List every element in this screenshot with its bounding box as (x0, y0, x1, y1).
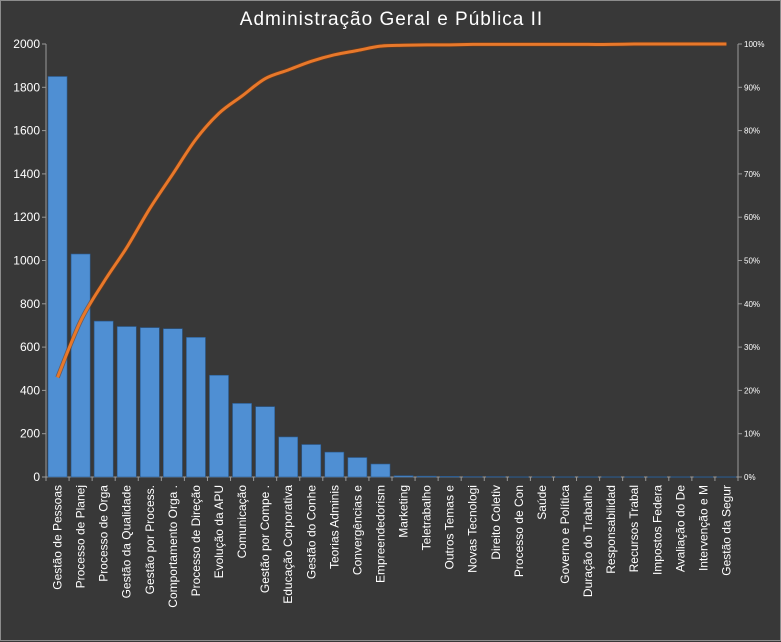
bar (509, 476, 529, 478)
x-tick-label: Processo de Direção (189, 485, 203, 597)
bar (416, 475, 437, 478)
x-tick-label: Gestão por Process. (143, 485, 157, 594)
bar (116, 326, 137, 478)
y2-tick-label: 70% (744, 170, 760, 179)
x-tick-label: Saúde (535, 485, 549, 520)
x-tick-label: Recursos Trabal (627, 485, 641, 572)
x-tick-label: Intervenção e M (696, 485, 710, 571)
y-tick-label: 2000 (13, 37, 40, 51)
y2-tick-label: 0% (744, 473, 756, 482)
bar (301, 444, 322, 478)
bar (670, 476, 691, 478)
x-tick-label: Gestão do Conhe (304, 485, 318, 579)
chart-title: Administração Geral e Pública II (239, 9, 544, 30)
y-tick-label: 200 (20, 427, 40, 441)
bar (93, 320, 114, 478)
x-tick-label: Comportamento Orga . (166, 485, 180, 608)
y-tick-label: 1400 (13, 167, 40, 181)
x-tick-label: Empreendedorism (373, 485, 387, 583)
bar (485, 476, 506, 478)
bar (693, 476, 714, 478)
x-tick-label: Outros Temas e (443, 485, 457, 570)
bar (324, 451, 345, 478)
y2-tick-label: 10% (744, 430, 760, 439)
x-tick-label: Processo de Orga (97, 485, 111, 582)
x-tick-label: Governo e Política (558, 485, 572, 584)
y2-tick-label: 40% (744, 300, 760, 309)
bar (163, 328, 183, 478)
y2-tick-label: 90% (744, 83, 760, 92)
x-tick-label: Gestão da Segur (719, 485, 733, 576)
y2-tick-label: 30% (744, 343, 760, 352)
bar (578, 476, 598, 478)
y2-tick-label: 100% (744, 40, 764, 49)
y-tick-label: 800 (20, 297, 40, 311)
bar (186, 337, 206, 478)
x-tick-label: Marketing (397, 485, 411, 538)
y-tick-label: 1000 (13, 254, 40, 268)
bar (47, 76, 68, 478)
x-tick-label: Convergências e (350, 485, 364, 575)
x-tick-label: Teletrabalho (420, 485, 434, 551)
y2-tick-label: 20% (744, 386, 760, 395)
bar (370, 463, 391, 478)
x-tick-label: Educação Corporativa (281, 485, 295, 604)
bar (555, 476, 575, 478)
bar (278, 436, 299, 478)
x-tick-label: Duração do Trabalho (581, 485, 595, 597)
x-tick-label: Avaliação do De (673, 485, 687, 572)
bar (255, 406, 275, 478)
x-tick-label: Gestão de Pessoas (51, 485, 65, 590)
bar (532, 476, 552, 478)
bar (139, 327, 160, 478)
cumulative-line (56, 42, 727, 378)
x-tick-label: Impostos Federa (650, 485, 664, 575)
y-tick-label: 1600 (13, 124, 40, 138)
bar (209, 374, 229, 478)
bar (647, 476, 668, 478)
bar (716, 476, 737, 478)
bar (393, 475, 414, 478)
y-tick-label: 400 (20, 383, 40, 397)
y2-tick-label: 50% (744, 257, 760, 266)
x-tick-label: Responsabilidad (604, 485, 618, 574)
y-tick-label: 600 (20, 340, 40, 354)
bar (439, 476, 460, 478)
x-tick-label: Gestão por Compe . (258, 485, 272, 593)
x-tick-label: Direito Coletiv (489, 485, 503, 560)
x-tick-label: Novas Tecnologi (466, 485, 480, 573)
y-tick-label: 1200 (13, 210, 40, 224)
x-tick-label: Processo de Planej (74, 485, 88, 588)
x-tick-label: Gestão da Qualidade (120, 485, 134, 599)
bar (601, 476, 621, 478)
bar (232, 403, 252, 478)
y2-tick-label: 60% (744, 213, 760, 222)
bar (70, 253, 91, 478)
x-tick-label: Comunicação (235, 485, 249, 559)
bar (462, 476, 483, 478)
x-tick-label: Evolução da APU (212, 485, 226, 578)
x-tick-label: Teorias Adminis (327, 485, 341, 569)
x-tick-label: Processo de Con (512, 485, 526, 577)
bar (624, 476, 645, 478)
y2-tick-label: 80% (744, 127, 760, 136)
y-tick-label: 0 (33, 470, 40, 484)
bar (347, 457, 368, 478)
y-tick-label: 1800 (13, 80, 40, 94)
